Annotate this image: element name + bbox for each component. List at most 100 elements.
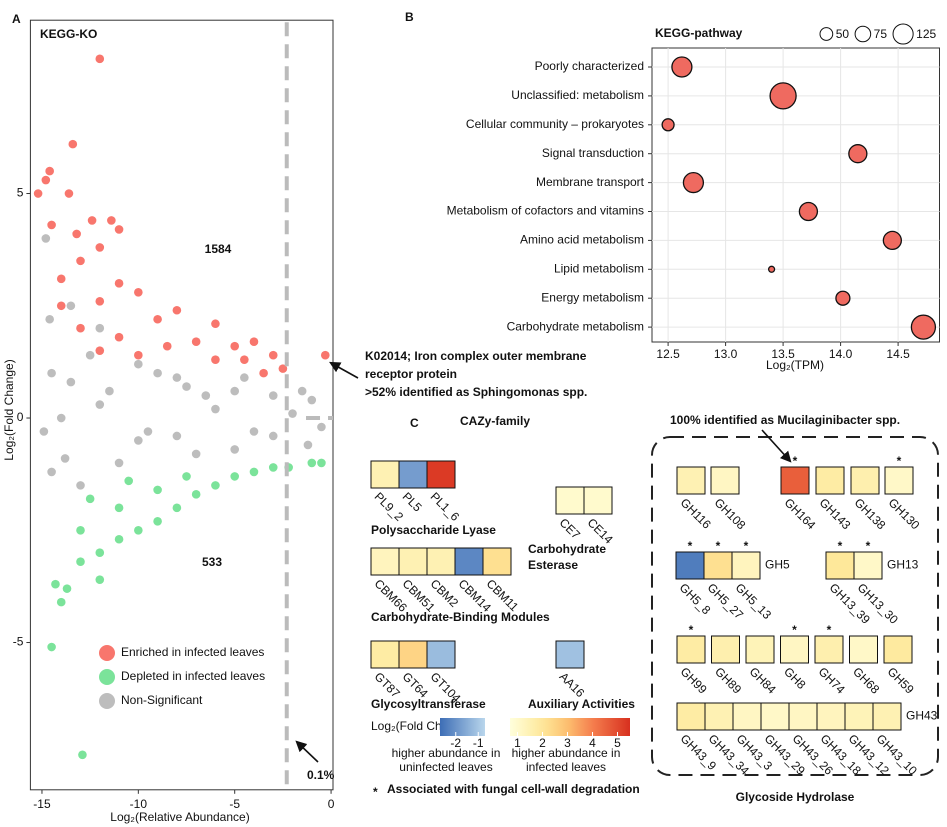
point [249,467,259,477]
point [153,368,162,378]
legend-swatch [99,669,115,685]
point [134,287,143,297]
colorbar-tick-label: -1 [473,736,484,750]
tile [816,702,846,731]
annotation: receptor protein [365,367,457,381]
x-axis-label: Log₂(Relative Abundance) [110,810,249,824]
point [134,359,143,369]
colorbar-neg [440,718,485,736]
point [45,314,54,324]
tile [780,466,810,495]
point [56,274,66,284]
point [182,472,191,481]
tile [676,635,706,664]
point [107,216,116,225]
legend-label: Enriched in infected leaves [121,645,264,659]
point [95,400,105,409]
tile [555,640,585,669]
y-tick-label: Lipid metabolism [554,261,644,275]
point [33,189,43,198]
point [95,346,105,355]
bubble [769,82,797,110]
point [114,225,124,234]
family-label: GH143 [817,495,854,532]
point [211,404,220,414]
bubble [848,144,868,164]
tile [872,702,902,731]
point [191,337,201,346]
chart-title: CAZy-family [460,414,530,428]
family-label: GH59 [885,664,917,696]
colorbar-caption: higher abundance in [392,746,501,760]
point [45,166,54,176]
x-tick-label: 14.0 [829,347,853,361]
point [41,234,51,243]
x-tick-label: 13.0 [714,347,738,361]
point [134,436,143,445]
point [72,229,81,239]
star: * [792,623,797,637]
star: * [793,454,798,468]
tile [731,551,761,580]
colorbar-caption: higher abundance in [512,746,621,760]
bubble [835,290,851,306]
y-tick-label: Amino acid metabolism [520,233,644,247]
point [95,575,105,584]
point [114,503,124,513]
family-label: CE7 [557,515,584,542]
point [230,445,240,454]
point [230,341,240,351]
tile [370,640,400,669]
point [162,341,172,351]
family-label: PL1_6 [428,489,463,524]
point [288,409,297,418]
point [153,516,162,526]
tile [710,466,740,495]
tile [398,460,428,489]
point [172,431,182,441]
threshold-label: 0.1% [307,768,335,782]
colorbar-tick-label: -2 [450,736,461,750]
bubble [798,201,819,222]
point [320,350,330,360]
point [303,440,313,450]
bubble [767,265,776,273]
point [95,548,105,558]
legend-label: Depleted in infected leaves [121,669,265,683]
tile [426,460,456,489]
point [76,323,85,333]
y-tick-label: Signal transduction [542,146,644,160]
family-label: GH116 [678,495,714,531]
count-label: 533 [202,555,222,569]
colorbar-tick-label: 1 [514,736,521,750]
point [143,427,153,436]
point [76,256,85,266]
bubble [682,171,705,194]
y-tick-label: Poorly characterized [535,59,644,73]
tile [853,551,883,580]
tile [760,702,790,731]
point [249,337,259,346]
gh164-arrow [761,429,792,463]
y-tick-label: Metabolism of cofactors and vitamins [447,204,644,218]
annotation: >52% identified as Sphingomonas spp. [365,385,587,399]
point [191,449,201,459]
point [56,597,66,607]
point [41,175,51,185]
point [85,494,95,504]
point [105,386,114,396]
point [172,373,182,382]
point [95,323,105,333]
y-tick-label: 5 [17,186,24,200]
family-label: GH130 [886,495,923,532]
point [47,220,56,230]
tile [454,547,484,576]
point [78,750,87,760]
point [297,386,307,396]
tile [583,486,613,515]
y-tick-label: Unclassified: metabolism [511,88,644,102]
bubble [661,118,675,132]
family-label: GH99 [678,664,710,696]
tile [745,635,775,664]
